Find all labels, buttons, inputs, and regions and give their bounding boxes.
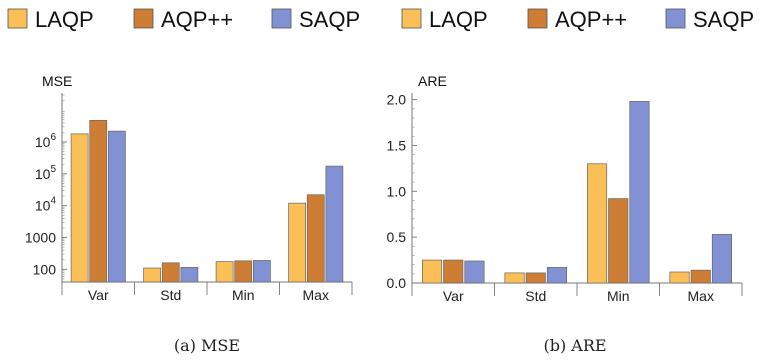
mse-bar-max-laqp [288, 202, 306, 283]
legend-right-swatch-saqp [665, 8, 686, 29]
legend-right-swatch-aqppp [527, 8, 548, 29]
mse-bar-min-saqp [253, 260, 271, 283]
are-bar-std-laqp [504, 272, 525, 284]
are-bar-max-laqp [669, 271, 690, 284]
legend-right-label-saqp: SAQP [693, 7, 754, 32]
mse-tick-label: 104 [35, 196, 57, 214]
legend-left-swatch-saqp [271, 8, 292, 29]
mse-tick-label: 106 [35, 132, 57, 150]
mse-bar-std-saqp [180, 267, 199, 283]
mse-tick-exponent: 5 [50, 164, 56, 175]
mse-bar-max-aqppp [306, 194, 325, 283]
mse-category-label-max: Max [303, 287, 329, 303]
are-axis-title: ARE [418, 73, 447, 89]
mse-tick-exponent: 6 [50, 132, 56, 143]
are-category-label-std: Std [525, 288, 546, 304]
mse-tick-exponent: 4 [50, 196, 56, 207]
are-tick-label: 2.0 [387, 92, 407, 108]
mse-bar-min-laqp [215, 261, 234, 283]
are-bar-var-aqppp [443, 259, 464, 284]
are-bar-max-aqppp [690, 269, 711, 284]
legend-left-label-saqp: SAQP [299, 7, 360, 32]
mse-axis-title: MSE [42, 73, 72, 89]
are-bar-min-saqp [629, 101, 650, 284]
mse-bar-var-aqppp [89, 119, 108, 283]
mse-category-label-std: Std [160, 287, 181, 303]
mse-tick-base: 10 [35, 198, 51, 214]
legend-left-label-laqp: LAQP [35, 7, 94, 32]
mse-tick-label: 1000 [25, 230, 56, 246]
legend-right-label-aqppp: AQP++ [555, 7, 627, 32]
mse-tick-base: 10 [35, 134, 51, 150]
mse-bar-std-aqppp [161, 262, 180, 283]
are-bar-min-laqp [587, 163, 608, 284]
mse-bar-std-laqp [143, 267, 161, 283]
are-bar-max-saqp [711, 234, 732, 284]
are-caption: (b) ARE [543, 336, 606, 355]
are-category-label-max: Max [688, 288, 714, 304]
mse-bar-max-saqp [325, 165, 344, 283]
are-bar-std-aqppp [525, 272, 546, 284]
are-bar-var-saqp [464, 260, 485, 284]
are-tick-label: 0.5 [387, 229, 407, 245]
mse-bar-var-saqp [108, 130, 126, 283]
are-tick-label: 1.5 [387, 137, 407, 153]
mse-tick-label: 100 [33, 261, 57, 277]
mse-tick-label: 105 [35, 164, 57, 182]
are-bar-min-aqppp [608, 198, 629, 284]
mse-tick-base: 10 [35, 166, 51, 182]
are-bar-std-saqp [546, 267, 567, 284]
legend-left-swatch-laqp [7, 8, 28, 29]
legend-right-label-laqp: LAQP [429, 7, 488, 32]
mse-caption: (a) MSE [174, 336, 240, 355]
legend-right-swatch-laqp [401, 8, 422, 29]
mse-bar-min-aqppp [234, 260, 253, 283]
mse-bar-var-laqp [70, 133, 89, 283]
legend-left-label-aqppp: AQP++ [161, 7, 233, 32]
are-tick-label: 1.0 [387, 183, 407, 199]
chart-panel-are: ARE 0.0 0.5 1.0 1.5 2.0 Var Std Min Max (b) ARE [387, 73, 743, 355]
legend-left: LAQP AQP++ SAQP [7, 7, 360, 32]
mse-category-label-var: Var [88, 287, 109, 303]
are-tick-label: 0.0 [387, 275, 407, 291]
mse-category-label-min: Min [232, 287, 255, 303]
legend-right: LAQP AQP++ SAQP [401, 7, 754, 32]
are-bar-var-laqp [422, 259, 443, 284]
are-category-label-var: Var [443, 288, 464, 304]
legend-left-swatch-aqppp [133, 8, 154, 29]
are-category-label-min: Min [607, 288, 630, 304]
